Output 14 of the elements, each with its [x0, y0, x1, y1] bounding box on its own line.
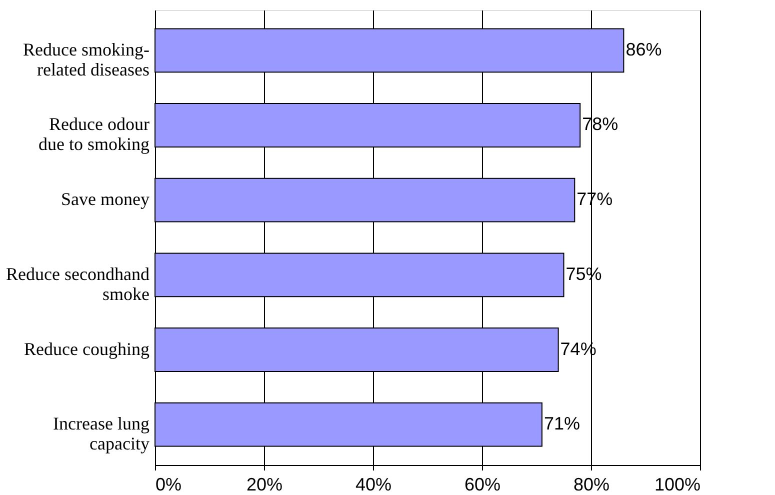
y-tick-label: Reduce secondhand smoke	[6, 264, 150, 304]
data-label: 86%	[626, 39, 662, 60]
y-tick-label: Reduce coughing	[24, 338, 150, 359]
y-tick-label: Save money	[61, 189, 150, 210]
y-tick-label: Reduce smoking- related diseases	[23, 39, 150, 80]
x-tick-label: 100%	[654, 474, 700, 494]
x-tick-label: 20%	[246, 474, 283, 494]
data-label: 71%	[544, 414, 580, 434]
y-tick-label: Reduce odour due to smoking	[38, 114, 150, 154]
x-tick-label: 0%	[156, 474, 182, 494]
x-tick-label: 80%	[573, 474, 610, 494]
y-tick-label: Increase lung capacity	[53, 414, 150, 454]
x-tick-label: 40%	[355, 474, 392, 494]
x-tick-label: 60%	[464, 474, 501, 494]
